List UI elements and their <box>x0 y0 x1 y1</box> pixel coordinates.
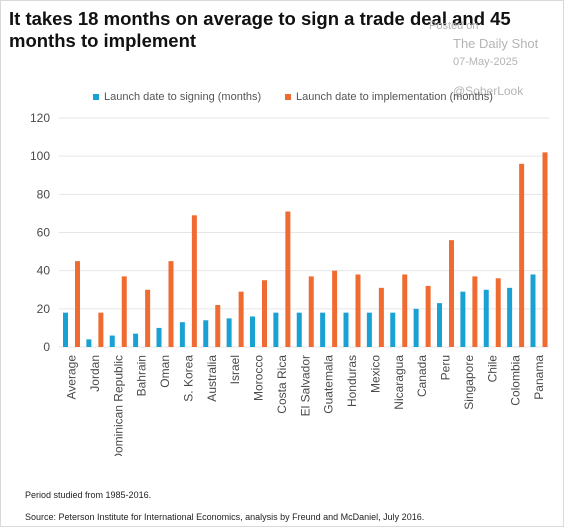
bar-implementation-8 <box>262 280 267 347</box>
bar-implementation-2 <box>121 276 127 347</box>
x-tick-label: Singapore <box>462 355 476 410</box>
x-tick-label: Panama <box>532 355 546 400</box>
x-tick-label: Chile <box>485 355 499 383</box>
bar-implementation-19 <box>519 163 525 347</box>
footnote-period: Period studied from 1985-2016. <box>25 490 152 500</box>
x-tick-label: Nicaragua <box>392 355 406 410</box>
x-tick-label: Average <box>65 355 79 400</box>
x-tick-label: Australia <box>205 355 219 402</box>
bar-implementation-20 <box>542 152 548 347</box>
bar-signing-0 <box>63 312 68 347</box>
bar-signing-16 <box>437 303 442 347</box>
y-tick-label: 20 <box>37 302 51 316</box>
y-tick-label: 100 <box>30 149 50 163</box>
bar-signing-20 <box>530 274 536 347</box>
x-tick-label: Israel <box>228 355 242 384</box>
bar-signing-12 <box>343 312 349 347</box>
x-tick-label: Morocco <box>252 355 266 401</box>
bar-signing-7 <box>226 318 232 347</box>
legend-item-implementation: Launch date to implementation (months) <box>285 91 493 103</box>
bar-signing-11 <box>320 312 326 347</box>
y-tick-label: 40 <box>37 264 51 278</box>
bar-implementation-7 <box>238 291 244 347</box>
legend-label-signing: Launch date to signing (months) <box>104 91 262 103</box>
x-tick-label: S. Korea <box>181 355 195 402</box>
bar-implementation-0 <box>75 261 80 347</box>
bar-implementation-1 <box>98 312 104 347</box>
watermark-handle: @SoberLook <box>453 84 524 98</box>
bar-implementation-10 <box>308 276 314 347</box>
x-tick-label: Oman <box>158 355 172 388</box>
y-tick-label: 60 <box>37 226 51 240</box>
x-tick-label: Bahrain <box>135 355 149 396</box>
bar-implementation-12 <box>355 274 361 347</box>
bar-signing-18 <box>483 289 489 347</box>
bar-implementation-4 <box>168 261 174 347</box>
watermark-date: 07-May-2025 <box>453 56 518 68</box>
bar-implementation-18 <box>495 278 501 347</box>
watermark-posted-on: Posted on <box>429 20 479 32</box>
bar-signing-3 <box>133 333 139 347</box>
watermark-site: The Daily Shot <box>453 36 539 51</box>
bar-implementation-14 <box>402 274 408 347</box>
bar-signing-17 <box>460 291 466 347</box>
bar-signing-10 <box>296 312 302 347</box>
bar-implementation-11 <box>332 270 338 347</box>
bar-signing-19 <box>507 287 513 347</box>
bar-signing-14 <box>390 312 396 347</box>
bar-implementation-16 <box>449 240 454 347</box>
x-tick-label: Dominican Republic <box>111 355 125 456</box>
x-tick-label: Mexico <box>368 355 382 393</box>
x-tick-label: El Salvador <box>298 355 312 416</box>
bar-implementation-3 <box>145 289 151 347</box>
bar-signing-1 <box>86 339 92 347</box>
x-tick-label: Costa Rica <box>275 355 289 414</box>
bar-signing-4 <box>156 327 162 347</box>
x-tick-label: Colombia <box>509 355 523 406</box>
legend-swatch-implementation <box>285 94 291 100</box>
legend-item-signing: Launch date to signing (months) <box>93 91 261 103</box>
x-tick-label: Peru <box>439 355 453 380</box>
x-tick-label: Jordan <box>88 355 102 392</box>
bar-implementation-13 <box>378 287 384 347</box>
bar-signing-5 <box>179 322 185 347</box>
bar-signing-8 <box>250 316 255 347</box>
bar-implementation-17 <box>472 276 478 347</box>
bar-signing-9 <box>273 312 279 347</box>
x-tick-label: Guatemala <box>322 355 336 414</box>
bar-signing-13 <box>366 312 372 347</box>
bar-chart: 0 20 40 60 80 100 120 Average Jordan Dominican Re… <box>30 111 549 456</box>
bar-implementation-9 <box>285 211 291 347</box>
legend-swatch-signing <box>93 94 99 100</box>
y-tick-label: 120 <box>30 111 50 125</box>
bar-signing-6 <box>203 320 209 347</box>
y-tick-label: 0 <box>43 340 50 354</box>
bar-implementation-15 <box>425 285 431 347</box>
legend-label-implementation: Launch date to implementation (months) <box>296 91 493 103</box>
bar-signing-15 <box>413 308 419 347</box>
bar-implementation-6 <box>215 305 221 347</box>
y-tick-label: 80 <box>37 187 51 201</box>
chart-title: It takes 18 months on average to sign a … <box>9 8 511 51</box>
x-tick-label: Honduras <box>345 355 359 407</box>
bar-signing-2 <box>109 335 115 347</box>
footnote-source: Source: Peterson Institute for Internati… <box>25 512 425 522</box>
bar-implementation-5 <box>191 215 197 347</box>
x-tick-label: Canada <box>415 355 429 397</box>
